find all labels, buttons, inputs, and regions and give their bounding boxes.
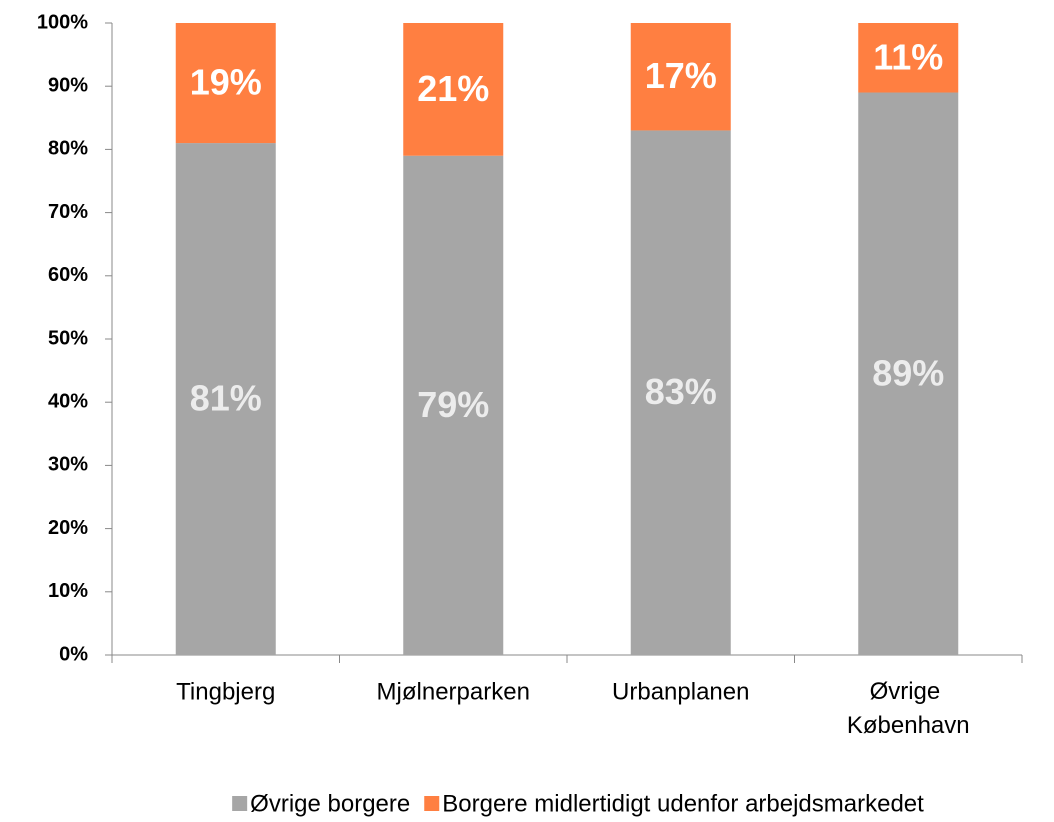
value-label: 21% xyxy=(417,68,489,109)
x-tick-label: Urbanplanen xyxy=(612,678,749,705)
bar-segment xyxy=(858,23,959,93)
value-label: 11% xyxy=(873,36,943,77)
x-tick-label: Øvrige København xyxy=(847,678,970,739)
x-tick-label-line: København xyxy=(847,712,970,739)
x-tick-label: Mjølnerparken xyxy=(377,678,530,705)
y-tick-label: 0% xyxy=(59,643,88,665)
x-tick-label: Tingbjerg xyxy=(176,678,275,705)
value-label: 79% xyxy=(417,384,489,425)
legend-label: Borgere midlertidigt udenfor arbejdsmark… xyxy=(442,790,924,817)
value-label: 83% xyxy=(645,371,717,412)
bar-segment xyxy=(403,155,504,655)
legend: Øvrige borgere Borgere midlertidigt udenf… xyxy=(232,790,924,817)
legend-swatch xyxy=(424,796,440,811)
bar-segment xyxy=(175,23,276,144)
value-label: 81% xyxy=(190,378,262,419)
value-label: 89% xyxy=(872,352,944,393)
value-label: 17% xyxy=(645,55,717,96)
y-tick-label: 10% xyxy=(48,580,88,602)
x-tick-label-line: Øvrige xyxy=(870,678,947,705)
legend-label: Øvrige borgere xyxy=(250,790,410,817)
bar-segment xyxy=(630,23,731,131)
bar-segment xyxy=(858,92,959,655)
y-tick-label: 30% xyxy=(48,454,88,476)
y-tick-label: 40% xyxy=(48,390,88,412)
y-tick-label: 90% xyxy=(48,74,88,96)
value-label: 19% xyxy=(190,62,262,103)
bar-segment xyxy=(630,130,731,655)
bar-segment xyxy=(403,23,504,156)
y-tick-label: 100% xyxy=(37,11,88,33)
y-tick-label: 50% xyxy=(48,327,88,349)
legend-swatch xyxy=(232,796,248,811)
bar-segment xyxy=(175,143,276,655)
y-tick-label: 70% xyxy=(48,201,88,223)
y-tick-label: 60% xyxy=(48,264,88,286)
y-tick-label: 80% xyxy=(48,138,88,160)
y-tick-label: 20% xyxy=(48,517,88,539)
